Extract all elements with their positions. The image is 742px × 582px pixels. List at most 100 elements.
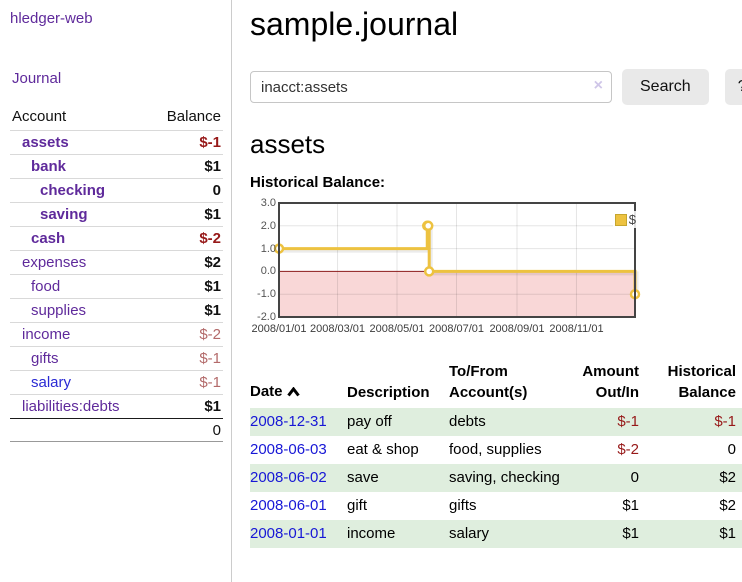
transaction-balance: 0 — [645, 436, 742, 464]
transaction-date-link[interactable]: 2008-06-02 — [250, 469, 327, 486]
sidebar-item-journal[interactable]: Journal — [12, 70, 61, 87]
account-link-income[interactable]: income — [22, 326, 70, 343]
account-row: salary $-1 — [10, 370, 223, 394]
clear-search-icon[interactable]: × — [594, 78, 603, 94]
register-row: 2008-12-31 pay off debts $-1 $-1 — [250, 408, 742, 436]
accounts-total-value: 0 — [213, 422, 221, 439]
transaction-date-link[interactable]: 2008-06-03 — [250, 441, 327, 458]
account-link-supplies[interactable]: supplies — [31, 302, 86, 319]
hledger-web-page: hledger-web Journal Account Balance asse… — [0, 0, 742, 582]
transaction-amount: 0 — [567, 464, 645, 492]
account-balance: $1 — [204, 302, 221, 319]
accounts-header-balance: Balance — [167, 108, 221, 125]
accounts-panel: Account Balance assets $-1 bank $1 check… — [10, 108, 223, 442]
y-axis-tick-label: 1.0 — [250, 243, 276, 255]
register-header-description: Description — [347, 359, 449, 408]
page-title: sample.journal — [250, 6, 742, 43]
legend-label: $ — [629, 212, 636, 227]
transaction-amount: $1 — [567, 492, 645, 520]
sidebar: hledger-web Journal Account Balance asse… — [0, 0, 232, 582]
account-link-salary[interactable]: salary — [31, 374, 71, 391]
transaction-balance: $1 — [645, 520, 742, 548]
account-row: expenses $2 — [10, 250, 223, 274]
account-row: saving $1 — [10, 202, 223, 226]
transaction-balance: $2 — [645, 492, 742, 520]
accounts-header-account: Account — [12, 108, 66, 125]
register-header-balance: Historical Balance — [645, 359, 742, 408]
account-link-checking[interactable]: checking — [40, 182, 105, 199]
account-balance: $2 — [204, 254, 221, 271]
legend-swatch-icon — [615, 214, 627, 226]
account-row: gifts $-1 — [10, 346, 223, 370]
register-row: 2008-01-01 income salary $1 $1 — [250, 520, 742, 548]
transaction-amount: $1 — [567, 520, 645, 548]
account-link-cash[interactable]: cash — [31, 230, 65, 247]
chart-plot — [279, 203, 635, 317]
register-row: 2008-06-01 gift gifts $1 $2 — [250, 492, 742, 520]
account-heading: assets — [250, 129, 742, 160]
transaction-accounts: gifts — [449, 492, 567, 520]
account-row: cash $-2 — [10, 226, 223, 250]
account-balance: $1 — [204, 158, 221, 175]
register-row: 2008-06-02 save saving, checking 0 $2 — [250, 464, 742, 492]
account-row: liabilities:debts $1 — [10, 394, 223, 418]
search-help-button[interactable]: ? — [725, 69, 742, 105]
account-link-food[interactable]: food — [31, 278, 60, 295]
transaction-description: eat & shop — [347, 436, 449, 464]
register-row: 2008-06-03 eat & shop food, supplies $-2… — [250, 436, 742, 464]
account-balance: $-1 — [199, 374, 221, 391]
transaction-description: save — [347, 464, 449, 492]
chart-legend: $ — [613, 211, 638, 228]
account-link-expenses[interactable]: expenses — [22, 254, 86, 271]
register-header-amount: Amount Out/In — [567, 359, 645, 408]
transaction-amount: $-1 — [567, 408, 645, 436]
chart-section-label: Historical Balance: — [250, 174, 742, 191]
accounts-header: Account Balance — [10, 108, 223, 130]
transaction-description: gift — [347, 492, 449, 520]
account-balance: $-1 — [199, 134, 221, 151]
transaction-accounts: debts — [449, 408, 567, 436]
account-balance: $1 — [204, 278, 221, 295]
historical-balance-chart: 3.02.01.00.0-1.0-2.0 2008/01/012008/03/0… — [250, 201, 670, 343]
transaction-description: income — [347, 520, 449, 548]
account-balance: 0 — [213, 182, 221, 199]
account-row: bank $1 — [10, 154, 223, 178]
account-balance: $1 — [204, 206, 221, 223]
transaction-accounts: food, supplies — [449, 436, 567, 464]
transaction-date-link[interactable]: 2008-12-31 — [250, 413, 327, 430]
transaction-date-link[interactable]: 2008-01-01 — [250, 525, 327, 542]
register-header-date-label: Date — [250, 383, 283, 400]
transaction-balance: $2 — [645, 464, 742, 492]
account-link-saving[interactable]: saving — [40, 206, 88, 223]
y-axis-tick-label: 3.0 — [250, 197, 276, 209]
account-link-liabilities-debts[interactable]: liabilities:debts — [22, 398, 120, 415]
account-link-assets[interactable]: assets — [22, 134, 69, 151]
search-input[interactable] — [250, 71, 612, 103]
account-balance: $1 — [204, 398, 221, 415]
transaction-date-link[interactable]: 2008-06-01 — [250, 497, 327, 514]
main-content: sample.journal × Search ? assets Histori… — [232, 0, 742, 582]
account-balance: $-2 — [199, 230, 221, 247]
y-axis-tick-label: 2.0 — [250, 220, 276, 232]
account-row: checking 0 — [10, 178, 223, 202]
y-axis-tick-label: -1.0 — [250, 288, 276, 300]
account-link-gifts[interactable]: gifts — [31, 350, 59, 367]
account-row: food $1 — [10, 274, 223, 298]
account-link-bank[interactable]: bank — [31, 158, 66, 175]
register-table: Date Description To/From Account(s) Amou… — [250, 359, 742, 548]
transaction-accounts: salary — [449, 520, 567, 548]
register-header-date[interactable]: Date — [250, 359, 347, 408]
account-balance: $-1 — [199, 350, 221, 367]
transaction-accounts: saving, checking — [449, 464, 567, 492]
search-button[interactable]: Search — [622, 69, 709, 105]
account-row: income $-2 — [10, 322, 223, 346]
register-header-row: Date Description To/From Account(s) Amou… — [250, 359, 742, 408]
account-balance: $-2 — [199, 326, 221, 343]
account-row: supplies $1 — [10, 298, 223, 322]
y-axis-tick-label: -2.0 — [250, 311, 276, 323]
brand-link[interactable]: hledger-web — [10, 10, 93, 27]
search-bar: × Search ? — [250, 69, 742, 105]
sort-ascending-icon — [287, 382, 300, 403]
x-axis-tick-label: 2008/11/01 — [541, 323, 611, 335]
y-axis-tick-label: 0.0 — [250, 265, 276, 277]
